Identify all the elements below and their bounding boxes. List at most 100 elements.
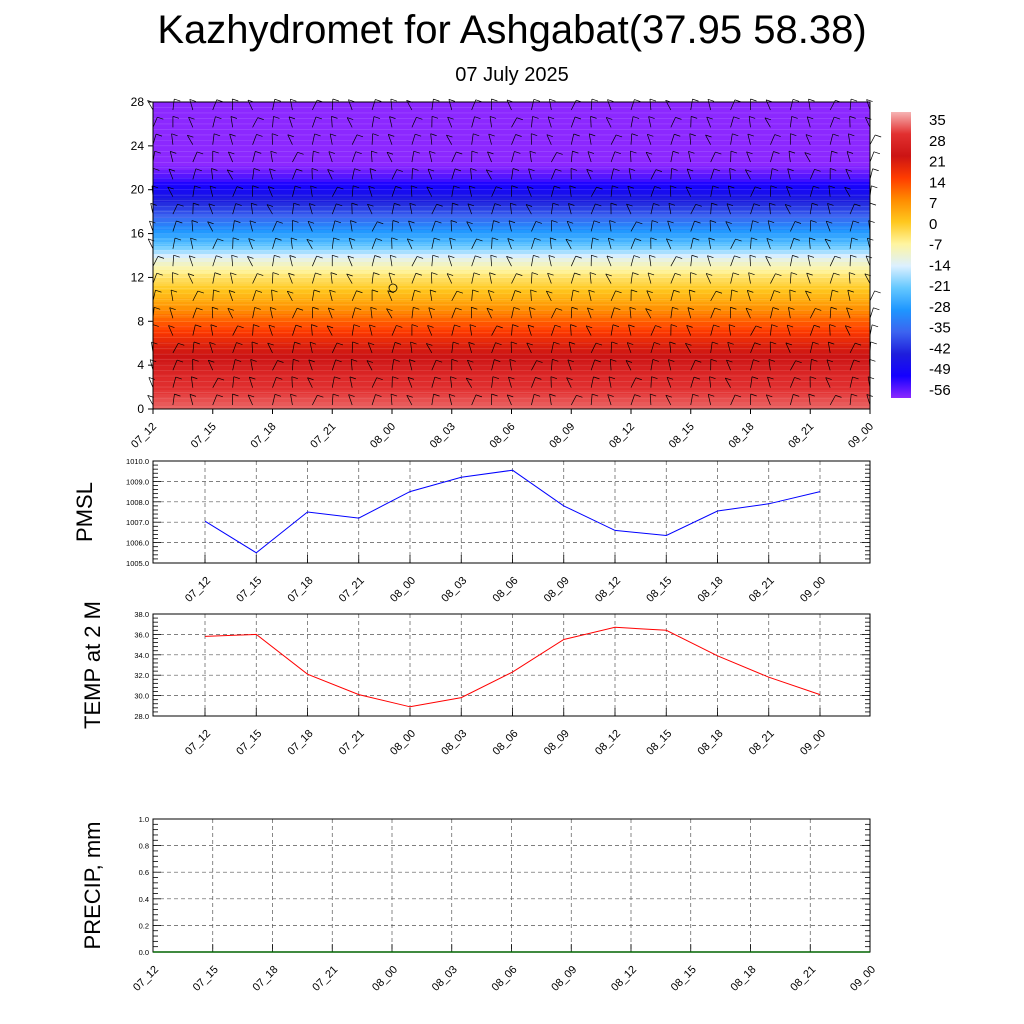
wind-barb — [807, 255, 811, 267]
wind-barb-flag — [530, 289, 537, 293]
wind-barb-flag — [514, 151, 521, 154]
wind-barb — [730, 238, 736, 249]
wind-barb — [690, 255, 693, 267]
wind-barb — [250, 203, 253, 215]
wind-barb-flag — [475, 394, 483, 398]
wind-barb — [790, 238, 795, 249]
wind-barb-flag — [687, 168, 694, 172]
wind-barb-flag — [476, 238, 483, 242]
wind-barb-flag — [614, 151, 621, 155]
wind-barb-flag — [655, 325, 662, 328]
heatmap-band — [153, 158, 870, 163]
wind-barb — [508, 220, 512, 232]
wind-barb — [431, 220, 436, 232]
wind-barb-flag — [574, 116, 582, 120]
wind-barb-flag — [257, 117, 264, 120]
xtick-label: 08_15 — [644, 575, 674, 605]
wind-barb-flag — [824, 238, 832, 242]
wind-barb-flag — [369, 324, 376, 328]
wind-barb — [411, 273, 417, 284]
wind-barb-flag — [187, 273, 195, 276]
xtick-label: 08_18 — [696, 575, 726, 605]
wind-barb — [388, 272, 393, 284]
wind-barb-flag — [872, 168, 879, 172]
wind-barb — [750, 237, 752, 249]
wind-barb — [208, 203, 214, 215]
wind-barb — [670, 168, 672, 180]
wind-barb-flag — [429, 151, 436, 154]
wind-barb — [531, 221, 537, 232]
xtick-label: 09_00 — [848, 964, 878, 994]
wind-barb — [451, 185, 455, 197]
wind-barb-flag — [608, 376, 616, 380]
wind-barb — [292, 203, 295, 215]
wind-barb-flag — [514, 290, 522, 293]
wind-barb-flag — [288, 116, 296, 120]
wind-barb — [312, 255, 317, 267]
wind-barb-flag — [456, 290, 464, 294]
wind-barb — [590, 220, 595, 232]
wind-barb-flag — [251, 341, 259, 345]
wind-barb — [511, 307, 515, 319]
wind-barb-flag — [253, 324, 260, 327]
wind-barb-flag — [447, 116, 454, 120]
wind-barb — [625, 360, 632, 371]
wind-barb — [690, 394, 694, 406]
ytick-label: 0.8 — [139, 842, 149, 851]
wind-barb — [767, 220, 771, 232]
wind-barb — [370, 151, 373, 163]
wind-barb — [865, 255, 871, 267]
wind-barb-flag — [348, 99, 355, 102]
wind-barb — [367, 342, 373, 354]
wind-barb-flag — [388, 272, 396, 276]
heatmap-xtick-label: 08_21 — [786, 421, 816, 451]
wind-barb — [491, 325, 498, 336]
wind-barb — [371, 116, 375, 128]
wind-barb — [149, 220, 154, 232]
wind-barb-flag — [851, 237, 858, 241]
wind-barb — [367, 204, 373, 215]
wind-barb — [605, 117, 612, 128]
wind-barb — [250, 359, 253, 371]
wind-barb — [610, 134, 617, 145]
wind-barb — [710, 151, 716, 163]
wind-barb-flag — [668, 359, 675, 362]
wind-barb-flag — [410, 341, 417, 345]
wind-barb — [469, 324, 473, 336]
xtick-label: 07_12 — [183, 575, 213, 605]
wind-barb — [431, 204, 437, 215]
wind-barb — [646, 290, 652, 302]
wind-barb — [768, 359, 771, 371]
wind-barb-flag — [825, 377, 832, 380]
colorbar-label: -7 — [929, 237, 942, 254]
wind-barb — [570, 324, 572, 336]
ylabel: TEMP at 2 M — [80, 601, 105, 729]
wind-barb-flag — [847, 289, 854, 293]
wind-barb-flag — [331, 116, 338, 119]
ytick-label: 1008.0 — [126, 498, 149, 507]
wind-barb-flag — [586, 325, 593, 329]
wind-barb-flag — [293, 202, 300, 206]
wind-barb — [748, 116, 751, 128]
wind-barb-flag — [446, 134, 453, 138]
wind-barb — [808, 99, 811, 111]
wind-barb-flag — [313, 289, 321, 293]
ytick-label: 1.0 — [139, 815, 149, 824]
wind-barb — [670, 256, 677, 267]
wind-barb — [670, 151, 674, 163]
wind-barb-flag — [290, 237, 298, 241]
wind-barb-flag — [555, 168, 562, 172]
wind-barb-flag — [725, 377, 732, 381]
wind-barb-flag — [653, 203, 660, 206]
wind-barb-flag — [610, 358, 617, 362]
wind-barb-flag — [608, 237, 615, 241]
wind-barb — [448, 394, 453, 406]
wind-barb-flag — [431, 116, 439, 119]
panel-frame — [152, 460, 871, 564]
wind-barb — [750, 342, 755, 354]
wind-barb — [549, 394, 552, 406]
wind-barb — [688, 289, 692, 301]
wind-barb-flag — [625, 360, 633, 363]
wind-barb-flag — [772, 307, 780, 310]
wind-barb-flag — [491, 393, 498, 397]
